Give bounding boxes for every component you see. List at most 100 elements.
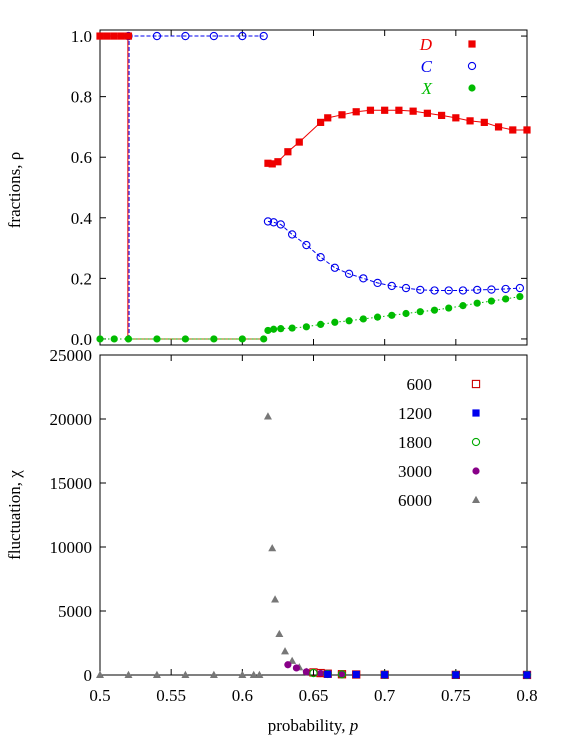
series-6000-point	[255, 670, 264, 678]
series-C-point	[515, 283, 525, 293]
series-D-point	[480, 118, 488, 126]
series-1800-point	[337, 670, 347, 679]
series-6000-point	[96, 670, 104, 678]
legend-label-D: D	[419, 35, 433, 54]
series-X-point	[388, 311, 396, 319]
legend-label-3000: 3000	[398, 462, 432, 481]
series-C-point	[259, 31, 268, 41]
series-6000-point	[209, 670, 218, 678]
series-X-point	[96, 335, 104, 343]
legend-marker-X	[468, 84, 476, 92]
series-D-point	[274, 158, 282, 166]
series-D-line	[267, 109, 527, 165]
series-X-point	[302, 323, 310, 331]
bottom-x-axis-label: probability, p	[268, 716, 359, 735]
bottom-y-tick-label: 10000	[50, 538, 93, 557]
series-D-point	[324, 114, 332, 122]
series-6000-point	[181, 670, 190, 678]
bottom-y-tick-label: 15000	[50, 474, 93, 493]
series-X-point	[110, 335, 118, 343]
bottom-panel: 0 5000 10000 15000 20000 25000 0.5 0.55 0.6 0.65 0…	[5, 346, 538, 735]
series-C-point	[287, 230, 297, 239]
series-1800-point	[309, 668, 318, 678]
series-C-point	[444, 286, 453, 295]
legend-label-1800: 1800	[398, 433, 432, 452]
legend-marker-1200	[472, 409, 480, 417]
legend-marker-6000	[472, 495, 480, 503]
series-3000-point	[317, 669, 325, 678]
bottom-x-tick-label: 0.55	[156, 686, 186, 705]
series-D-point	[110, 32, 118, 40]
series-D-point	[352, 108, 360, 116]
top-plot-frame	[99, 29, 528, 346]
series-1200-point	[381, 671, 389, 679]
series-C-point	[316, 253, 325, 262]
series-X-point	[430, 306, 439, 314]
series-X-point	[270, 325, 278, 333]
series-C-point	[152, 31, 162, 41]
series-X-point	[445, 304, 453, 312]
top-y-tick-label: 0.0	[71, 330, 92, 349]
series-6000-point	[271, 595, 280, 603]
series-D-point	[509, 126, 517, 134]
series-D-point	[366, 106, 375, 114]
top-y-tick-label: 0.8	[71, 88, 92, 107]
top-axes: 0.0 0.2 0.4 0.6 0.8 1.0	[71, 27, 528, 349]
series-D-point	[338, 111, 346, 119]
series-X-point	[516, 292, 524, 301]
top-y-tick-label: 0.4	[71, 209, 93, 228]
legend-marker-D	[468, 40, 476, 48]
series-X-point	[345, 317, 353, 325]
series-X-point	[210, 335, 218, 343]
legend-label-600: 600	[407, 375, 433, 394]
bottom-x-tick-label: 0.5	[89, 686, 110, 705]
series-X-point	[502, 295, 510, 303]
series-3000-point	[284, 661, 292, 669]
series-D-point	[523, 126, 531, 134]
series-C-point	[359, 274, 368, 283]
series-C-point	[458, 286, 468, 295]
series-D-point	[103, 32, 111, 40]
series-X-point	[260, 335, 268, 343]
series-D-point	[117, 32, 125, 40]
series-X-point	[264, 326, 272, 335]
series-X	[96, 292, 524, 343]
series-6000-point	[152, 670, 161, 678]
series-X-point	[288, 324, 296, 332]
series-D-point	[268, 160, 276, 168]
series-X-point	[153, 335, 161, 343]
series-X-point	[459, 302, 467, 310]
series-D-point	[317, 118, 325, 126]
top-y-tick-label: 0.6	[71, 148, 92, 167]
bottom-x-tick-label: 0.7	[374, 686, 396, 705]
series-X-point	[331, 318, 339, 326]
series-C-point	[373, 278, 382, 288]
bottom-x-tick-label: 0.65	[299, 686, 329, 705]
series-6000	[96, 412, 311, 678]
top-y-tick-label: 0.2	[71, 269, 92, 288]
series-D-point	[438, 111, 446, 120]
series-D-point	[423, 109, 431, 117]
top-panel: 0.0 0.2 0.4 0.6 0.8 1.0 DCX fractions, ρ	[5, 27, 531, 349]
series-C-point	[401, 283, 411, 293]
bottom-axes: 0 5000 10000 15000 20000 25000 0.5 0.55 0.6 0.65 0…	[50, 346, 538, 705]
series-C-point	[430, 286, 439, 295]
series-C-point	[501, 284, 510, 294]
legend-label-C: C	[421, 57, 433, 76]
series-D-point	[295, 138, 303, 146]
series-C-point	[330, 263, 339, 272]
series-D-point	[452, 114, 460, 122]
legend-marker-600	[471, 379, 481, 389]
bottom-y-tick-label: 5000	[58, 602, 92, 621]
bottom-x-tick-label: 0.6	[232, 686, 253, 705]
series-3000-point	[302, 668, 310, 676]
series-D-point	[409, 107, 417, 115]
series-X-point	[124, 335, 133, 343]
legend-marker-1800	[471, 437, 481, 447]
series-C-line	[267, 220, 520, 291]
top-y-axis-label: fractions, ρ	[5, 152, 24, 228]
series-D-point	[96, 32, 104, 40]
series-D-point	[264, 159, 272, 167]
legend-label-1200: 1200	[398, 404, 432, 423]
